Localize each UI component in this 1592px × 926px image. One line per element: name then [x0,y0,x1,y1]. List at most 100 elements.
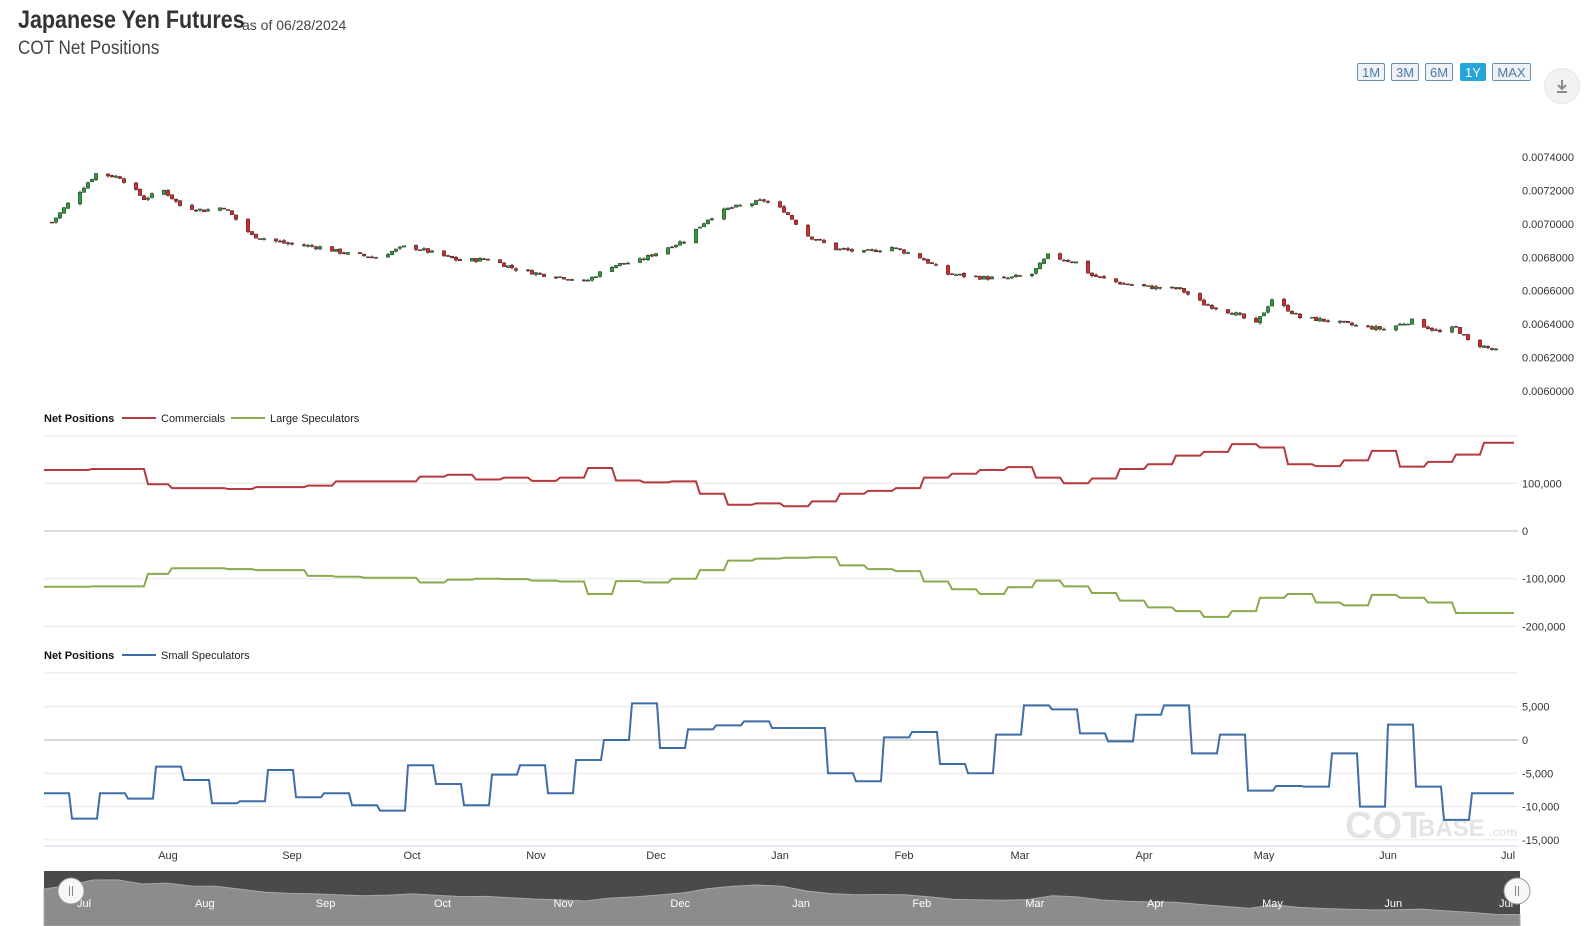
range-button-6m[interactable]: 6M [1425,63,1453,81]
candle-body[interactable] [54,217,59,223]
candle-body[interactable] [109,175,114,178]
navigator[interactable]: Jul Aug Sep Oct Nov Dec Jan Feb Mar Apr May Jun Jul [43,871,1531,926]
candle-body[interactable] [258,238,263,240]
candle-body[interactable] [446,255,451,257]
candle-body[interactable] [1145,285,1150,287]
candle-body[interactable] [1425,326,1430,329]
candle-body[interactable] [986,276,991,280]
candle-body[interactable] [274,238,279,242]
candle-body[interactable] [282,240,287,244]
candle-body[interactable] [141,195,146,200]
candle-body[interactable] [117,176,122,179]
candle-body[interactable] [165,190,170,196]
candle-body[interactable] [314,246,319,249]
candle-body[interactable] [614,265,619,268]
candle-body[interactable] [654,253,659,257]
candle-body[interactable] [62,207,67,214]
navigator-right-handle[interactable] [1503,877,1531,905]
candle-body[interactable] [1437,330,1442,333]
candle-body[interactable] [982,275,987,280]
candle-body[interactable] [1321,318,1326,322]
candle-body[interactable] [794,219,799,225]
candle-body[interactable] [1037,262,1042,270]
candle-body[interactable] [1229,313,1234,315]
candle-body[interactable] [1041,258,1046,264]
candle-body[interactable] [922,258,927,261]
small-speculators-line[interactable] [44,702,1514,821]
candle-body[interactable] [426,248,431,253]
candle-body[interactable] [310,245,315,247]
candle-body[interactable] [306,245,311,247]
commercials-legend-label[interactable]: Commercials [161,413,226,425]
candle-body[interactable] [1125,283,1130,286]
candle-body[interactable] [710,218,715,221]
candle-body[interactable] [366,256,371,258]
candle-body[interactable] [1018,275,1023,277]
candle-body[interactable] [249,231,254,235]
candle-body[interactable] [930,262,935,264]
candle-body[interactable] [197,208,202,211]
candle-body[interactable] [422,248,427,251]
candle-body[interactable] [133,182,138,190]
candle-body[interactable] [894,247,899,249]
candle-body[interactable] [346,252,351,255]
candle-body[interactable] [302,244,307,247]
candle-body[interactable] [1297,313,1302,318]
candle-body[interactable] [1065,260,1070,262]
candle-body[interactable] [1089,272,1094,276]
candle-body[interactable] [145,197,150,200]
candle-body[interactable] [946,265,951,275]
candle-body[interactable] [706,219,711,224]
candle-body[interactable] [598,271,603,277]
candle-body[interactable] [1002,276,1007,279]
candle-body[interactable] [1197,293,1202,301]
commercials-line[interactable] [44,441,1514,508]
candle-body[interactable] [610,267,615,272]
candle-body[interactable] [818,239,823,241]
candle-body[interactable] [790,215,795,220]
candle-body[interactable] [89,179,94,183]
candle-body[interactable] [834,242,839,251]
candle-body[interactable] [402,245,407,248]
candle-body[interactable] [694,228,699,244]
candle-body[interactable] [750,203,755,206]
candle-body[interactable] [1401,323,1406,326]
candle-body[interactable] [1453,326,1458,328]
candle-body[interactable] [374,257,379,259]
candle-body[interactable] [1225,309,1230,314]
candle-body[interactable] [358,252,363,254]
candle-body[interactable] [806,224,811,237]
candle-body[interactable] [594,276,599,279]
candle-body[interactable] [1153,286,1158,290]
candle-body[interactable] [482,258,487,260]
candle-body[interactable] [414,245,419,250]
candle-body[interactable] [498,259,503,264]
candle-body[interactable] [878,250,883,253]
candle-body[interactable] [149,193,154,198]
candle-body[interactable] [1481,345,1486,348]
candle-body[interactable] [442,250,447,257]
candle-body[interactable] [822,240,827,243]
candle-body[interactable] [950,273,955,275]
candle-body[interactable] [1213,307,1218,310]
candle-body[interactable] [1493,348,1498,351]
candle-body[interactable] [1006,277,1011,280]
candle-body[interactable] [478,257,483,262]
candle-body[interactable] [1010,276,1015,279]
candle-body[interactable] [902,249,907,254]
candle-body[interactable] [1373,326,1378,330]
small-speculators-legend-label[interactable]: Small Speculators [161,650,250,662]
candle-body[interactable] [898,248,903,250]
candle-body[interactable] [1421,319,1426,328]
candle-body[interactable] [566,279,571,281]
candle-body[interactable] [394,248,399,252]
large-speculators-legend-label[interactable]: Large Speculators [270,413,360,425]
candle-body[interactable] [862,250,867,253]
candle-body[interactable] [1337,320,1342,323]
candle-body[interactable] [229,210,234,215]
candle-body[interactable] [458,259,463,262]
candle-body[interactable] [842,248,847,250]
candle-body[interactable] [1014,274,1019,278]
candle-body[interactable] [58,212,63,219]
candle-body[interactable] [1353,325,1358,327]
